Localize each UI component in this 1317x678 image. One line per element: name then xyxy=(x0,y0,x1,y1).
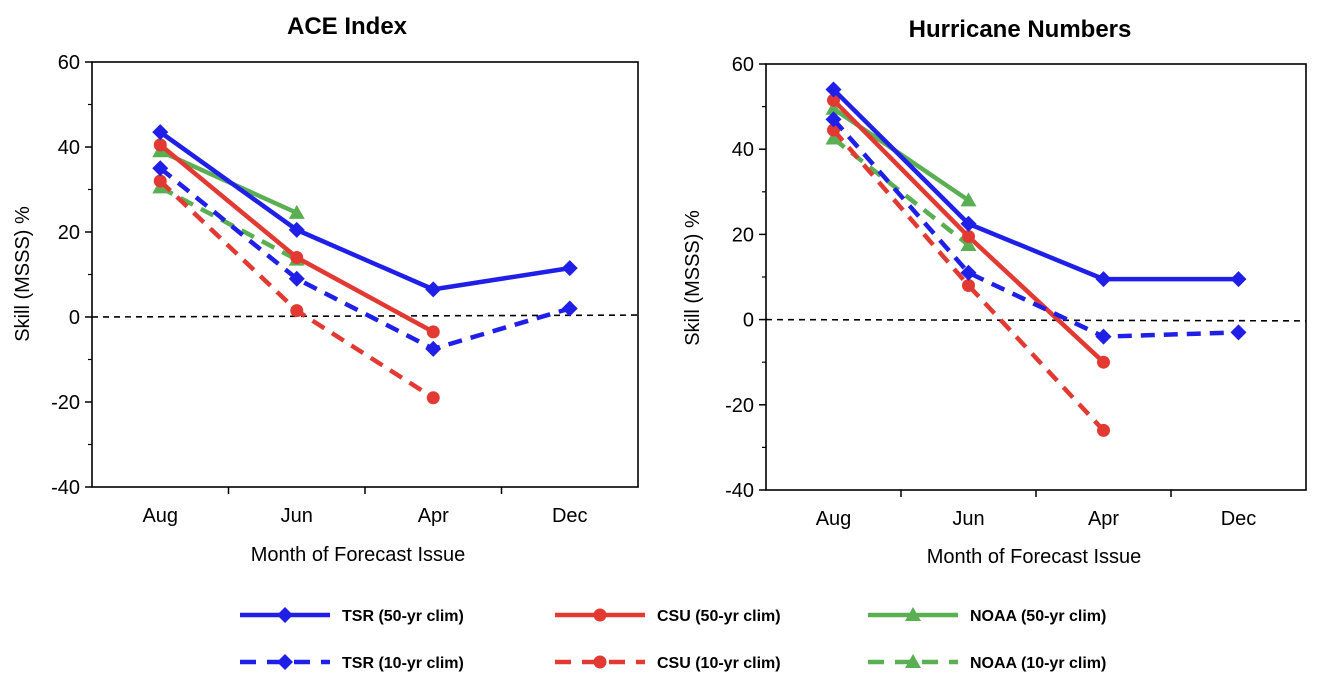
data-point xyxy=(960,215,977,232)
ace-index-chart: ACE Index Month of Forecast Issue Skill … xyxy=(12,13,639,566)
data-point xyxy=(425,281,442,298)
legend-marker xyxy=(593,655,607,669)
series-tsr-50-yr-clim xyxy=(152,124,578,298)
data-point xyxy=(426,325,440,339)
data-point xyxy=(1097,423,1110,437)
data-point xyxy=(825,111,842,128)
series-line xyxy=(831,87,1241,282)
data-point xyxy=(425,340,442,357)
data-point xyxy=(825,130,842,145)
y-axis-label: Skill (MSSS) % xyxy=(682,210,704,346)
data-point xyxy=(561,260,578,277)
y-tick-label: -20 xyxy=(725,395,754,417)
data-point xyxy=(426,391,440,405)
zero-reference-line xyxy=(765,318,1307,322)
y-axis-label: Skill (MSSS) % xyxy=(12,206,34,342)
x-tick-label: Apr xyxy=(1088,508,1119,530)
data-point xyxy=(962,279,975,293)
data-point xyxy=(288,204,305,219)
legend-label: NOAA (10-yr clim) xyxy=(970,655,1106,672)
series-tsr-50-yr-clim xyxy=(825,81,1247,288)
series-line xyxy=(159,185,298,262)
data-point xyxy=(288,221,305,238)
series-line xyxy=(158,142,436,335)
y-tick-label: 20 xyxy=(732,224,754,246)
y-tick-label: 0 xyxy=(743,310,754,332)
data-point xyxy=(1095,328,1112,345)
series-tsr-10-yr-clim xyxy=(152,160,578,357)
data-point xyxy=(153,138,167,152)
data-point xyxy=(960,264,977,281)
data-point xyxy=(153,174,167,188)
x-tick-label: Aug xyxy=(816,508,852,530)
y-tick-label: 60 xyxy=(58,52,80,74)
series-line xyxy=(158,166,571,352)
data-point xyxy=(825,100,842,115)
legend-entry-noaa-10-yr-clim: NOAA (10-yr clim) xyxy=(868,654,1106,672)
x-tick-label: Jun xyxy=(952,508,984,530)
y-tick-label: 20 xyxy=(58,222,80,244)
data-point xyxy=(1095,271,1112,288)
data-point xyxy=(290,251,304,264)
x-axis-label: Month of Forecast Issue xyxy=(927,546,1142,568)
data-point xyxy=(1097,355,1110,369)
chart-title: ACE Index xyxy=(287,13,408,40)
legend-label: CSU (50-yr clim) xyxy=(657,608,781,625)
data-point xyxy=(962,230,975,244)
chart-title: Hurricane Numbers xyxy=(909,16,1132,43)
legend-entry-csu-10-yr-clim: CSU (10-yr clim) xyxy=(555,655,781,672)
data-point xyxy=(290,304,304,318)
x-tick-label: Dec xyxy=(1221,508,1257,530)
series-csu-50-yr-clim xyxy=(827,93,1110,369)
y-tick-label: -40 xyxy=(51,477,80,499)
legend-entry-noaa-50-yr-clim: NOAA (50-yr clim) xyxy=(868,607,1106,625)
x-tick-label: Aug xyxy=(142,505,178,527)
data-point xyxy=(960,237,977,252)
legend-marker xyxy=(277,607,293,623)
legend-marker xyxy=(593,608,607,622)
plot-frame xyxy=(91,61,639,488)
x-tick-label: Dec xyxy=(552,505,588,527)
x-axis-label: Month of Forecast Issue xyxy=(251,544,466,566)
legend-label: CSU (10-yr clim) xyxy=(657,655,781,672)
y-tick-label: 40 xyxy=(58,137,80,159)
legend: TSR (50-yr clim) CSU (50-yr clim) NOAA (50… xyxy=(240,607,1106,672)
x-tick-label: Jun xyxy=(281,505,313,527)
legend-marker xyxy=(905,607,921,621)
y-tick-label: 60 xyxy=(732,54,754,76)
data-point xyxy=(152,124,169,141)
legend-entry-csu-50-yr-clim: CSU (50-yr clim) xyxy=(555,608,781,625)
y-tick-label: 0 xyxy=(69,307,80,329)
series-csu-10-yr-clim xyxy=(827,123,1110,437)
y-tick-label: -40 xyxy=(725,480,754,502)
legend-entry-tsr-10-yr-clim: TSR (10-yr clim) xyxy=(240,654,464,672)
legend-label: TSR (50-yr clim) xyxy=(342,608,464,625)
data-point xyxy=(825,81,842,98)
y-tick-label: 40 xyxy=(732,139,754,161)
data-point xyxy=(827,93,840,107)
y-tick-label: -20 xyxy=(51,392,80,414)
series-line xyxy=(158,129,572,292)
data-point xyxy=(1230,324,1247,341)
legend-entry-tsr-50-yr-clim: TSR (50-yr clim) xyxy=(240,607,464,625)
hurricane-numbers-chart: Hurricane Numbers Month of Forecast Issu… xyxy=(682,16,1307,568)
legend-marker xyxy=(277,654,293,670)
legend-label: TSR (10-yr clim) xyxy=(342,655,464,672)
series-noaa-10-yr-clim xyxy=(152,179,305,266)
series-line xyxy=(831,117,1239,339)
series-csu-50-yr-clim xyxy=(153,138,440,339)
series-tsr-10-yr-clim xyxy=(825,111,1247,345)
legend-marker xyxy=(905,654,921,668)
series-csu-10-yr-clim xyxy=(153,174,440,405)
data-point xyxy=(827,123,840,137)
legend-label: NOAA (50-yr clim) xyxy=(970,608,1106,625)
data-point xyxy=(152,160,169,177)
data-point xyxy=(960,192,977,207)
data-point xyxy=(561,300,578,317)
x-tick-label: Apr xyxy=(418,505,449,527)
data-point xyxy=(288,270,305,287)
data-point xyxy=(1230,271,1247,288)
